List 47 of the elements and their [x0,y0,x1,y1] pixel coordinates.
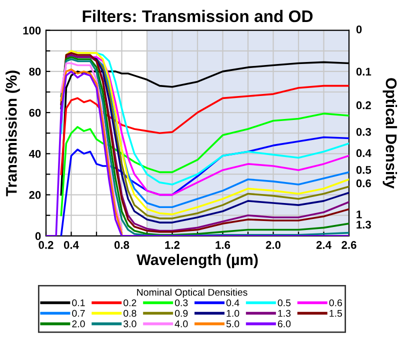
legend-label: 3.0 [124,320,136,328]
x-tick-label: 2.6 [342,241,356,249]
y-tick-label: 80 [29,68,41,76]
y-tick-label: 0 [35,232,41,240]
legend-label: 0.8 [124,310,136,317]
text: 0 [356,25,362,34]
legend-label: 4.0 [174,320,188,328]
legend-label: 0.4 [226,299,240,306]
legend-label: 2.0 [72,320,85,328]
x-tick-label: 1.2 [165,241,180,249]
x-tick-label: 2.0 [266,241,281,249]
legend-label: 0.5 [278,299,291,306]
legend-label: 0.9 [174,310,188,317]
line-series [60,84,349,176]
y-tick-label: 100 [23,26,41,34]
line-series [60,112,349,216]
text: 0.5 [356,166,372,174]
y-tick-label: 20 [29,191,41,199]
text: 0.4 [356,149,372,158]
legend-label: 0.3 [174,299,188,306]
y-axis-title: Transmission (%) [6,70,20,196]
chart-title: Filters: Transmission and OD [82,10,313,22]
legend-label: 0.1 [72,299,85,306]
legend-label: 6.0 [278,320,291,328]
x-tick-label: 0.2 [38,241,54,249]
legend-label: 1.0 [226,310,240,317]
legend-label: 1.3 [278,310,291,317]
text: 1 [356,210,362,218]
text: 0.1 [356,68,372,76]
y-tick-label: 40 [28,150,41,158]
x-tick-label: 0.4 [64,241,79,249]
text: 0.6 [356,179,371,188]
legend-label: 5.0 [226,320,240,328]
text: 0.3 [356,128,371,136]
legend-label: 1.5 [330,310,342,317]
legend-label: 0.2 [124,299,136,306]
text: 1.3 [356,220,371,229]
legend-label: 0.6 [329,299,342,306]
text: 0.2 [356,101,371,110]
legend-title: Nominal Optical Densities [137,288,248,298]
x-tick-label: 1.6 [216,241,230,249]
y-tick-label: 60 [29,108,41,117]
legend-label: 0.7 [72,310,85,317]
x-axis-title: Wavelength (µm) [136,254,258,268]
x-tick-label: 0.8 [114,241,130,249]
y2-axis-title: Optical Density [382,78,398,189]
x-tick-label: 2.4 [316,241,332,249]
